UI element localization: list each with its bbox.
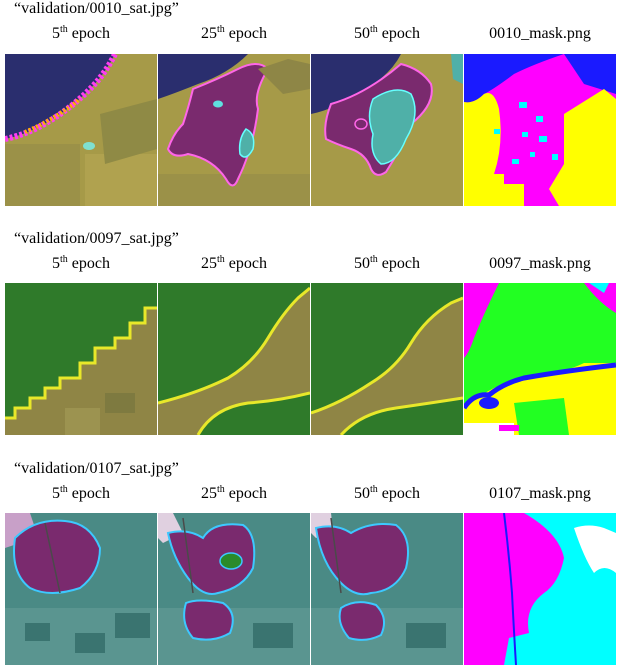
section-title-0107: “validation/0107_sat.jpg” [14,460,179,477]
col-label-5th-epoch: 5th epoch [52,24,110,43]
col-label-5th-epoch: 5th epoch [52,484,110,503]
prediction-image-0010-epoch25 [158,54,310,206]
ground-truth-mask-0107 [464,513,616,665]
prediction-image-0097-epoch50 [311,283,463,435]
ground-truth-mask-0097 [464,283,616,435]
col-label-5th-epoch: 5th epoch [52,254,110,273]
col-label-mask: 0097_mask.png [489,255,591,272]
prediction-image-0097-epoch25 [158,283,310,435]
col-label-50th-epoch: 50th epoch [354,484,420,503]
col-label-50th-epoch: 50th epoch [354,254,420,273]
prediction-image-0010-epoch50 [311,54,463,206]
col-label-mask: 0107_mask.png [489,485,591,502]
col-label-50th-epoch: 50th epoch [354,24,420,43]
prediction-image-0097-epoch5 [5,283,157,435]
prediction-image-0010-epoch5 [5,54,157,206]
col-label-25th-epoch: 25th epoch [201,484,267,503]
prediction-image-0107-epoch5 [5,513,157,665]
ground-truth-mask-0010 [464,54,616,206]
section-title-0010: “validation/0010_sat.jpg” [14,0,179,17]
prediction-image-0107-epoch50 [311,513,463,665]
prediction-image-0107-epoch25 [158,513,310,665]
section-title-0097: “validation/0097_sat.jpg” [14,230,179,247]
col-label-25th-epoch: 25th epoch [201,254,267,273]
col-label-mask: 0010_mask.png [489,25,591,42]
col-label-25th-epoch: 25th epoch [201,24,267,43]
